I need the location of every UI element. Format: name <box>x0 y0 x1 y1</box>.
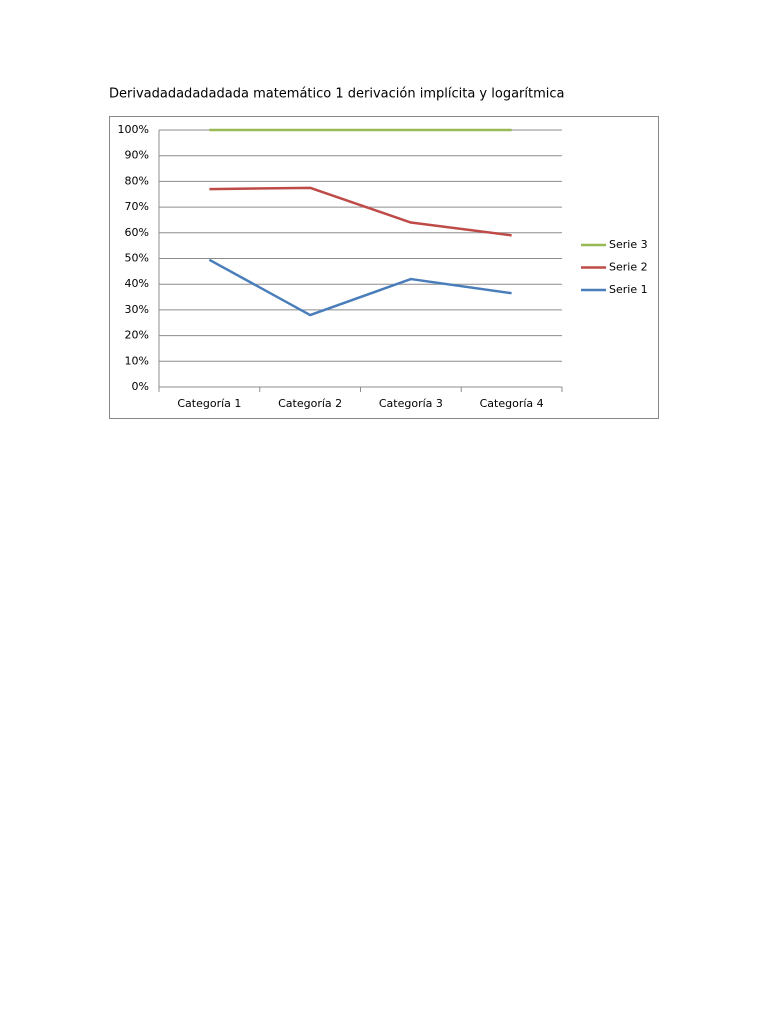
y-tick-label: 100% <box>118 123 149 136</box>
y-tick-label: 10% <box>125 354 149 367</box>
y-tick-label: 60% <box>125 226 149 239</box>
y-tick-label: 20% <box>125 329 149 342</box>
y-tick-label: 40% <box>125 277 149 290</box>
y-tick-label: 50% <box>125 252 149 265</box>
legend-label: Serie 3 <box>609 238 648 251</box>
x-tick-label: Categoría 2 <box>278 397 342 410</box>
series-line <box>208 258 512 317</box>
chart-frame <box>109 116 659 419</box>
y-tick-label: 0% <box>132 380 149 393</box>
x-tick-label: Categoría 4 <box>480 397 544 410</box>
y-tick-label: 30% <box>125 303 149 316</box>
chart-title: Derivadadadadadada matemático 1 derivaci… <box>109 87 564 102</box>
series-line <box>209 186 512 237</box>
x-tick-label: Categoría 1 <box>177 397 241 410</box>
y-tick-label: 70% <box>125 200 149 213</box>
legend-label: Serie 2 <box>609 261 648 274</box>
y-tick-label: 80% <box>125 174 149 187</box>
legend-label: Serie 1 <box>609 283 648 296</box>
y-tick-label: 90% <box>125 149 149 162</box>
x-tick-label: Categoría 3 <box>379 397 443 410</box>
